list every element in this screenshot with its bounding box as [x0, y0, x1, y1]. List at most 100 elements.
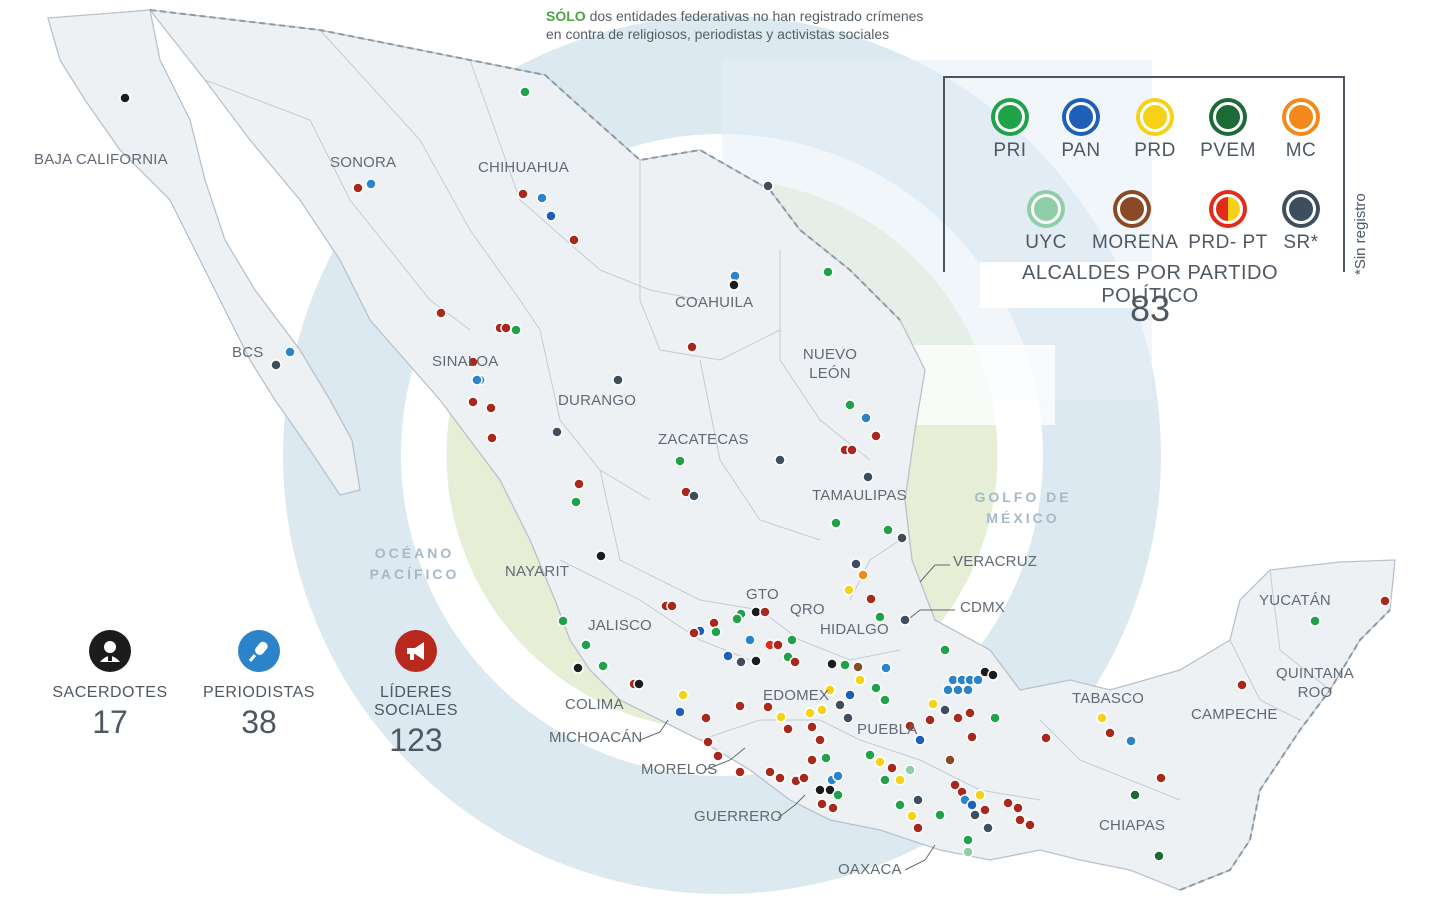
crime-marker — [962, 846, 974, 858]
crime-marker — [822, 266, 834, 278]
crime-marker — [949, 779, 961, 791]
microphone-icon — [238, 630, 280, 672]
crime-marker — [966, 731, 978, 743]
crime-marker — [806, 721, 818, 733]
crime-marker — [814, 734, 826, 746]
state-label-jalisco: JALISCO — [588, 617, 652, 634]
crime-marker — [912, 822, 924, 834]
crime-marker — [850, 558, 862, 570]
crime-marker — [1040, 732, 1052, 744]
crime-marker — [722, 650, 734, 662]
crime-marker — [934, 809, 946, 821]
stat-value-social-leaders: 123 — [389, 722, 443, 758]
crime-marker — [1002, 797, 1014, 809]
priest-icon — [89, 630, 131, 672]
stat-label-social-leaders: LÍDERES SOCIALES — [373, 684, 459, 719]
crime-marker — [270, 359, 282, 371]
crime-marker — [734, 700, 746, 712]
legend-swatch — [1282, 190, 1320, 228]
crime-marker — [806, 754, 818, 766]
crime-marker — [824, 784, 836, 796]
crime-marker — [774, 772, 786, 784]
crime-marker — [762, 180, 774, 192]
crime-marker — [972, 674, 984, 686]
crime-marker — [700, 712, 712, 724]
crime-marker — [750, 655, 762, 667]
stat-value-priests: 17 — [92, 704, 128, 740]
crime-marker — [962, 834, 974, 846]
state-label-yucatan: YUCATÁN — [1259, 592, 1331, 609]
crime-marker — [870, 682, 882, 694]
headline-line1: dos entidades federativas no han registr… — [589, 8, 924, 24]
crime-marker — [712, 750, 724, 762]
legend-count: 83 — [1129, 288, 1171, 329]
state-label-edomex: EDOMEX — [763, 687, 830, 704]
legend-item-pvem: PVEM — [1188, 98, 1268, 162]
crime-marker — [864, 749, 876, 761]
crime-marker — [731, 613, 743, 625]
crime-marker — [939, 644, 951, 656]
us-border — [149, 9, 901, 321]
crime-marker — [572, 662, 584, 674]
crime-marker — [666, 600, 678, 612]
crime-marker — [982, 822, 994, 834]
crime-marker — [912, 794, 924, 806]
crime-marker — [899, 614, 911, 626]
crime-marker — [545, 210, 557, 222]
crime-marker — [486, 432, 498, 444]
crime-marker — [1309, 615, 1321, 627]
crime-marker — [906, 810, 918, 822]
legend-swatch — [1113, 190, 1151, 228]
crime-marker — [820, 752, 832, 764]
crime-marker — [834, 699, 846, 711]
megaphone-icon — [395, 630, 437, 672]
legend-item-label: PRD — [1134, 140, 1176, 161]
crime-marker — [870, 430, 882, 442]
crime-marker — [824, 684, 836, 696]
crime-marker — [702, 736, 714, 748]
legend-swatch — [1209, 98, 1247, 136]
state-label-coahuila: COAHUILA — [675, 294, 754, 311]
crime-marker — [1096, 712, 1108, 724]
crime-marker — [510, 324, 522, 336]
stat-priests: SACERDOTES 17 — [30, 630, 190, 741]
legend-item-label: PVEM — [1200, 140, 1256, 161]
crime-marker — [927, 698, 939, 710]
crime-marker — [974, 789, 986, 801]
crime-marker — [674, 706, 686, 718]
crime-marker — [879, 694, 891, 706]
state-label-puebla: PUEBLA — [857, 721, 918, 738]
legend-item-label: SR* — [1283, 232, 1319, 253]
crime-marker — [119, 92, 131, 104]
crime-marker — [284, 346, 296, 358]
state-label-colima: COLIMA — [565, 696, 624, 713]
legend-item-label: MC — [1285, 140, 1317, 161]
legend-swatch — [1062, 98, 1100, 136]
crime-marker — [775, 711, 787, 723]
crime-marker — [735, 656, 747, 668]
crime-marker — [471, 374, 483, 386]
crime-marker — [467, 396, 479, 408]
state-label-bcs: BCS — [232, 344, 264, 361]
crime-marker — [568, 234, 580, 246]
legend-swatch — [991, 98, 1029, 136]
crime-marker — [485, 402, 497, 414]
state-label-tamaulipas: TAMAULIPAS — [812, 487, 907, 504]
crime-marker — [435, 307, 447, 319]
crime-marker — [786, 634, 798, 646]
legend-note: *Sin registro — [1352, 193, 1369, 275]
crime-marker — [844, 399, 856, 411]
crime-marker — [874, 611, 886, 623]
legend-item-morena: MORENA — [1092, 190, 1178, 254]
crime-marker — [467, 356, 479, 368]
crime-marker — [500, 322, 512, 334]
crime-marker — [839, 659, 851, 671]
crime-marker — [962, 684, 974, 696]
crime-marker — [832, 770, 844, 782]
state-label-sonora: SONORA — [330, 154, 397, 171]
crime-marker — [843, 584, 855, 596]
crime-marker — [882, 524, 894, 536]
state-label-tabasco: TABASCO — [1072, 690, 1144, 707]
legend-swatch — [1282, 98, 1320, 136]
